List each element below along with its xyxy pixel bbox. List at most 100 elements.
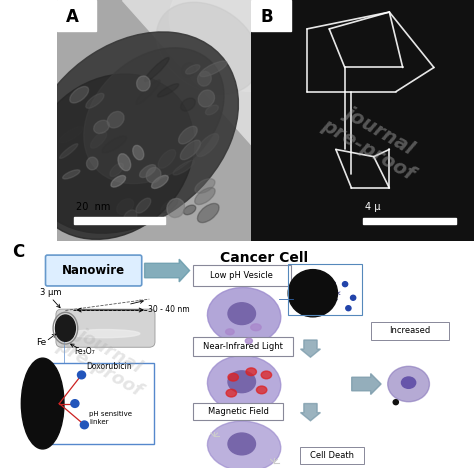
Ellipse shape bbox=[185, 65, 200, 74]
Text: Fe: Fe bbox=[36, 338, 47, 347]
Text: pH sensitive
linker: pH sensitive linker bbox=[89, 411, 132, 425]
Ellipse shape bbox=[107, 111, 124, 128]
Ellipse shape bbox=[183, 205, 196, 215]
Text: 3 μm: 3 μm bbox=[40, 288, 62, 297]
Ellipse shape bbox=[146, 168, 161, 183]
Ellipse shape bbox=[84, 48, 224, 183]
Text: Cell Death: Cell Death bbox=[310, 451, 354, 460]
Ellipse shape bbox=[124, 210, 137, 224]
Ellipse shape bbox=[198, 204, 219, 223]
Ellipse shape bbox=[198, 72, 211, 86]
Ellipse shape bbox=[246, 338, 252, 344]
Ellipse shape bbox=[181, 98, 195, 111]
Ellipse shape bbox=[157, 84, 179, 97]
Ellipse shape bbox=[261, 371, 272, 379]
FancyBboxPatch shape bbox=[371, 322, 449, 340]
Ellipse shape bbox=[198, 90, 215, 107]
Ellipse shape bbox=[26, 32, 238, 233]
Ellipse shape bbox=[110, 163, 123, 176]
Ellipse shape bbox=[196, 133, 219, 157]
Ellipse shape bbox=[111, 176, 126, 187]
Ellipse shape bbox=[91, 132, 107, 148]
Ellipse shape bbox=[59, 127, 83, 143]
Ellipse shape bbox=[136, 80, 160, 104]
Ellipse shape bbox=[69, 329, 140, 338]
Ellipse shape bbox=[102, 136, 127, 153]
Ellipse shape bbox=[180, 140, 201, 160]
FancyBboxPatch shape bbox=[41, 363, 154, 444]
Ellipse shape bbox=[28, 74, 194, 239]
Circle shape bbox=[342, 282, 348, 286]
Ellipse shape bbox=[256, 386, 267, 394]
FancyBboxPatch shape bbox=[193, 264, 291, 285]
Ellipse shape bbox=[136, 198, 151, 213]
Text: Increased: Increased bbox=[389, 326, 431, 336]
Ellipse shape bbox=[152, 176, 168, 189]
Ellipse shape bbox=[86, 93, 104, 108]
Ellipse shape bbox=[200, 61, 227, 77]
FancyArrow shape bbox=[301, 340, 320, 357]
Ellipse shape bbox=[195, 188, 215, 205]
FancyBboxPatch shape bbox=[56, 309, 155, 347]
FancyArrow shape bbox=[301, 403, 320, 421]
Circle shape bbox=[78, 371, 86, 379]
Ellipse shape bbox=[195, 179, 215, 193]
Text: B: B bbox=[260, 7, 273, 26]
Ellipse shape bbox=[169, 0, 290, 91]
Text: A: A bbox=[65, 7, 78, 26]
FancyBboxPatch shape bbox=[193, 337, 293, 356]
Text: 4 μ: 4 μ bbox=[365, 202, 380, 212]
Ellipse shape bbox=[55, 315, 75, 341]
Ellipse shape bbox=[228, 303, 255, 324]
Ellipse shape bbox=[21, 358, 64, 449]
Ellipse shape bbox=[228, 433, 255, 455]
Ellipse shape bbox=[158, 150, 176, 168]
Circle shape bbox=[346, 306, 351, 311]
Text: Magnetic Field: Magnetic Field bbox=[208, 407, 268, 416]
Bar bbox=[57, 0, 96, 31]
Ellipse shape bbox=[208, 287, 281, 344]
Ellipse shape bbox=[226, 329, 234, 335]
Ellipse shape bbox=[246, 368, 256, 376]
Ellipse shape bbox=[94, 120, 109, 133]
Text: journal
pre-proof: journal pre-proof bbox=[319, 96, 429, 183]
Ellipse shape bbox=[70, 87, 89, 103]
FancyArrow shape bbox=[145, 259, 190, 282]
Circle shape bbox=[71, 400, 79, 408]
Circle shape bbox=[350, 295, 356, 300]
Ellipse shape bbox=[118, 154, 131, 171]
Ellipse shape bbox=[401, 377, 416, 388]
Ellipse shape bbox=[63, 170, 80, 179]
Text: Fe₃O₇: Fe₃O₇ bbox=[74, 347, 95, 356]
Text: Low pH Vesicle: Low pH Vesicle bbox=[210, 271, 273, 279]
Ellipse shape bbox=[86, 157, 98, 170]
Bar bbox=[251, 0, 292, 31]
FancyBboxPatch shape bbox=[300, 446, 364, 464]
Ellipse shape bbox=[388, 366, 429, 402]
Text: 30 - 40 nm: 30 - 40 nm bbox=[148, 305, 190, 314]
Text: C: C bbox=[12, 243, 24, 261]
FancyBboxPatch shape bbox=[46, 255, 142, 286]
Bar bbox=[0, 241, 38, 468]
Ellipse shape bbox=[228, 371, 255, 393]
Ellipse shape bbox=[208, 356, 281, 412]
Ellipse shape bbox=[251, 324, 261, 331]
Ellipse shape bbox=[156, 2, 259, 94]
Ellipse shape bbox=[173, 161, 194, 175]
Ellipse shape bbox=[226, 389, 237, 397]
Ellipse shape bbox=[179, 126, 197, 144]
Ellipse shape bbox=[133, 146, 144, 160]
Bar bbox=[363, 218, 456, 224]
FancyArrow shape bbox=[352, 373, 381, 395]
Text: Nanowire: Nanowire bbox=[62, 264, 125, 277]
FancyBboxPatch shape bbox=[193, 402, 283, 420]
Ellipse shape bbox=[137, 76, 150, 91]
Circle shape bbox=[393, 400, 398, 405]
Bar bbox=[74, 217, 164, 224]
Ellipse shape bbox=[139, 165, 156, 177]
Text: journal
pre-proof: journal pre-proof bbox=[53, 318, 155, 400]
Ellipse shape bbox=[182, 63, 195, 77]
Circle shape bbox=[81, 421, 88, 429]
Ellipse shape bbox=[145, 58, 169, 81]
Text: 20  nm: 20 nm bbox=[76, 202, 110, 212]
